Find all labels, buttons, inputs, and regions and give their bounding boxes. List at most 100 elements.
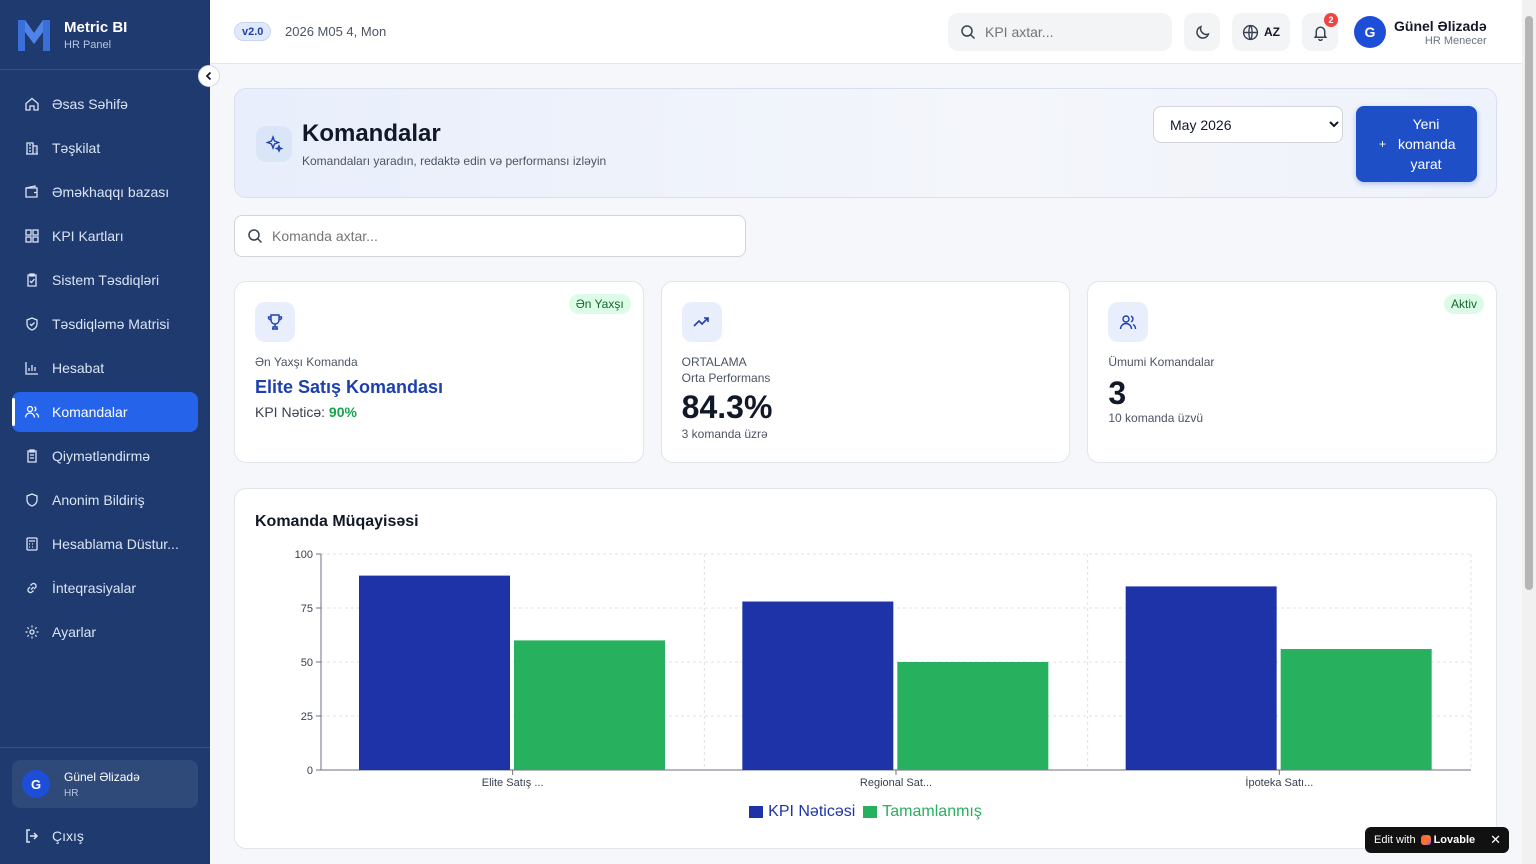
clipboard-check-icon [27,273,37,287]
sidebar-item-label: Təsdiqləmə Matrisi [52,316,170,332]
y-tick-label: 100 [295,549,313,561]
kpi-search-input[interactable] [985,24,1155,40]
sidebar-item-13[interactable]: Ayarlar [12,612,198,652]
chart-legend: KPI Nəticəsi Tamamlanmış [235,803,1496,821]
best-team-label: Ən Yaxşı Komanda [255,355,358,369]
user-role: HR Menecer [1424,34,1487,47]
main-content: Komandalar Komandaları yaradın, redaktə … [234,88,1498,849]
user-menu[interactable]: G Günel Əlizadə HR Menecer [1354,16,1487,48]
bar-chart-icon [25,362,38,375]
bar-kpi [359,575,510,770]
shield-icon [26,493,38,507]
app-name: Metric BI [64,18,128,36]
page-scrollbar[interactable] [1522,0,1536,864]
chevron-left-icon [205,71,212,81]
average-label-top: ORTALAMA [681,355,747,369]
brand[interactable]: Metric BI HR Panel [0,0,210,70]
x-tick-label: İpoteka Satı... [1245,776,1313,789]
sidebar-item-4[interactable]: KPI Kartları [12,216,198,256]
calculator-icon [26,537,38,551]
sidebar: Metric BI HR Panel Əsas Səhifə Təşkilat Əm… [0,0,210,864]
kpi-value: 90% [328,404,357,420]
y-tick-label: 50 [301,657,313,669]
users-icon [24,405,40,418]
notifications-button[interactable]: 2 [1302,13,1338,51]
sidebar-item-9[interactable]: Qiymətləndirmə [12,436,198,476]
sidebar-user-card[interactable]: G Günel Əlizadə HR [12,760,198,808]
scrollbar-thumb[interactable] [1525,16,1533,590]
sidebar-item-label: İnteqrasiyalar [52,580,137,596]
team-search-input[interactable] [272,228,712,244]
sidebar-item-1[interactable]: Əsas Səhifə [12,84,198,124]
average-performance-card: ORTALAMA Orta Performans 84.3% 3 komanda… [660,281,1071,463]
logo-icon [18,19,50,51]
best-badge: Ən Yaxşı [568,294,631,314]
sidebar-item-2[interactable]: Təşkilat [12,128,198,168]
page-title: Komandalar [302,120,441,147]
legend-swatch-kpi [749,806,764,818]
page-subtitle: Komandaları yaradın, redaktə edin və per… [302,154,607,168]
sidebar-item-8[interactable]: Komandalar [12,392,198,432]
sidebar-item-10[interactable]: Anonim Bildiriş [12,480,198,520]
average-footer: 3 komanda üzrə [681,427,768,441]
bar-done [1280,649,1432,770]
best-team-card: Ən Yaxşı Ən Yaxşı Komanda Elite Satış Ko… [234,281,644,463]
new-team-label: Yeni komanda yarat [1398,116,1456,172]
best-team-name[interactable]: Elite Satış Komandası [255,377,444,397]
sidebar-item-label: KPI Kartları [52,228,124,244]
total-value: 3 [1108,375,1127,411]
sidebar-item-7[interactable]: Hesabat [12,348,198,388]
sidebar-nav: Əsas Səhifə Təşkilat Əməkhaqqı bazası KPI K… [0,70,210,652]
trending-up-icon [681,302,722,342]
app-subtitle: HR Panel [64,38,112,51]
team-search[interactable] [234,215,746,257]
total-label: Ümumi Komandalar [1108,355,1215,369]
plus-icon: + [1378,137,1386,151]
page-header: Komandalar Komandaları yaradın, redaktə … [234,88,1497,198]
legend-label-done: Tamamlanmış [882,803,982,820]
sidebar-collapse-button[interactable] [198,65,220,87]
legend-done[interactable]: Tamamlanmış [863,803,982,821]
sidebar-item-3[interactable]: Əməkhaqqı bazası [12,172,198,212]
globe-icon [1242,24,1259,40]
logout-label: Çıxış [52,828,84,844]
version-badge: v2.0 [234,22,272,41]
kpi-search[interactable] [948,13,1172,51]
sidebar-user-name: Günel Əlizadə [64,769,140,784]
user-name: Günel Əlizadə [1394,17,1487,34]
best-team-kpi: KPI Nəticə: 90% [255,404,357,420]
sidebar-item-12[interactable]: İnteqrasiyalar [12,568,198,608]
total-footer: 10 komanda üzvü [1108,411,1204,425]
logout-icon [26,829,39,843]
notification-count-badge: 2 [1324,13,1338,27]
sidebar-item-label: Əsas Səhifə [52,96,128,112]
month-select[interactable]: May 2026 [1153,106,1343,143]
lovable-edit-badge[interactable]: Edit with Lovable ✕ [1365,827,1509,853]
average-value: 84.3% [681,389,773,425]
home-icon [25,97,39,111]
average-label: Orta Performans [681,371,771,385]
trophy-icon [255,302,295,342]
new-team-button[interactable]: + Yeni komanda yarat [1356,106,1477,182]
sidebar-item-6[interactable]: Təsdiqləmə Matrisi [12,304,198,344]
shield-check-icon [26,317,38,331]
close-icon[interactable]: ✕ [1490,832,1501,847]
sidebar-item-11[interactable]: Hesablama Düstur... [12,524,198,564]
x-tick-label: Regional Sat... [860,777,932,789]
sidebar-footer: G Günel Əlizadə HR Çıxış [0,747,210,864]
avatar: G [1354,16,1386,48]
search-icon [961,25,976,40]
sidebar-user-role: HR [64,787,79,799]
theme-toggle-button[interactable] [1184,13,1220,51]
bar-kpi [1125,586,1277,770]
legend-kpi[interactable]: KPI Nəticəsi [749,803,855,821]
language-button[interactable]: AZ [1232,13,1290,51]
logout-button[interactable]: Çıxış [24,828,84,844]
y-tick-label: 0 [307,765,313,777]
sidebar-item-5[interactable]: Sistem Təsdiqləri [12,260,198,300]
bar-done [897,662,1049,770]
team-comparison-chart: Komanda Müqayisəsi 0 25 50 75 100 Elite Satış… [234,488,1497,849]
total-teams-card: Aktiv Ümumi Komandalar 3 10 komanda üzvü [1087,281,1498,463]
search-icon [248,229,263,244]
edit-with-label: Edit with [1374,834,1416,846]
